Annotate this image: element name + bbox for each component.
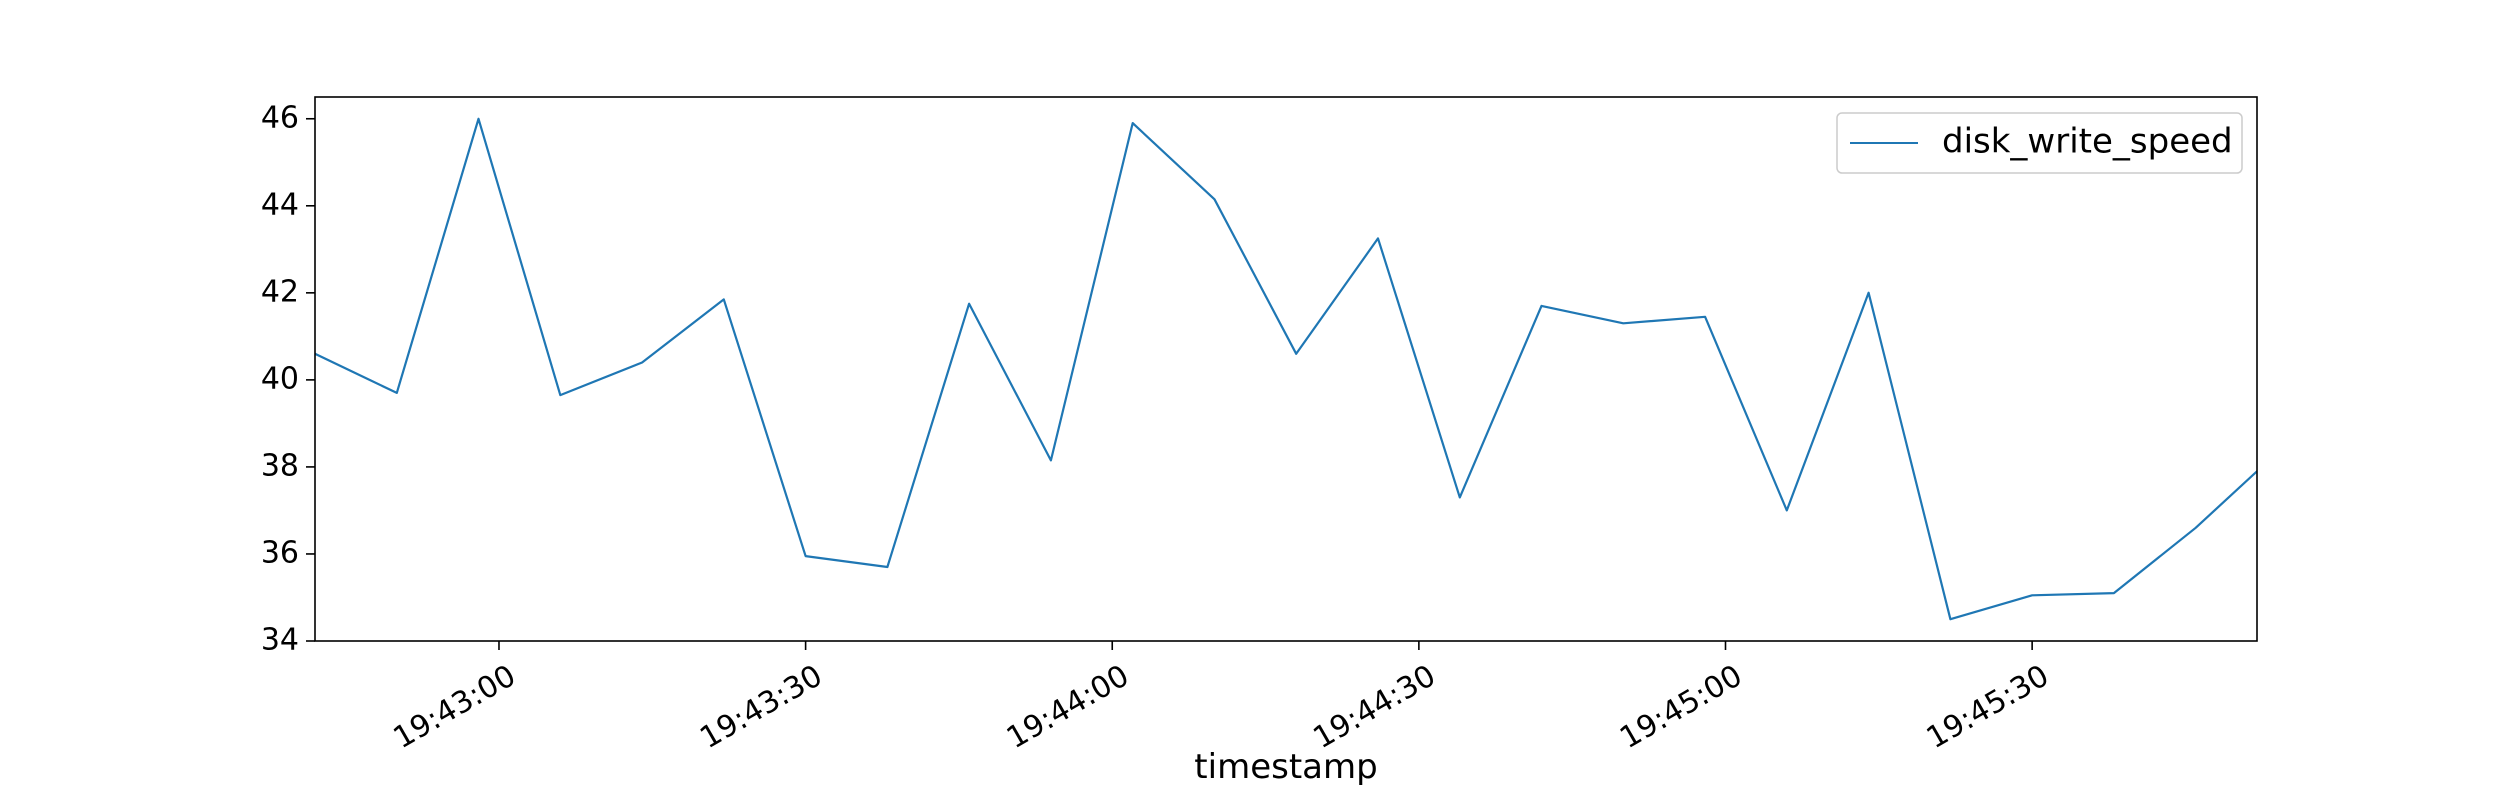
x-axis-ticks: 19:43:00 19:43:30 19:44:00 19:44:30 19:45:00… (388, 641, 2055, 756)
y-tick-label: 44 (261, 187, 299, 222)
plot-frame (314, 96, 2258, 642)
legend: disk_write_speed (1836, 112, 2243, 174)
x-tick-label: 19:43:30 (694, 658, 828, 756)
y-tick-label: 36 (261, 535, 299, 570)
x-tick-label: 19:45:00 (1614, 658, 1748, 756)
y-tick-label: 34 (261, 623, 299, 658)
series-line-disk_write_speed (315, 117, 2257, 621)
legend-label: disk_write_speed (1942, 122, 2233, 162)
x-tick-label: 19:45:30 (1921, 658, 2055, 756)
legend-box (1836, 112, 2243, 174)
x-tick-label: 19:43:00 (388, 658, 522, 756)
y-tick-label: 38 (261, 448, 299, 483)
y-axis-ticks: 34 36 38 40 42 44 46 (261, 100, 315, 658)
x-axis-label: timestamp (1194, 747, 1377, 787)
y-tick-label: 46 (261, 100, 299, 135)
series-layer (315, 117, 2257, 621)
y-tick-label: 40 (261, 361, 299, 396)
x-tick-label: 19:44:00 (1001, 658, 1135, 756)
x-tick-label: 19:44:30 (1307, 658, 1441, 756)
y-tick-label: 42 (261, 274, 299, 309)
